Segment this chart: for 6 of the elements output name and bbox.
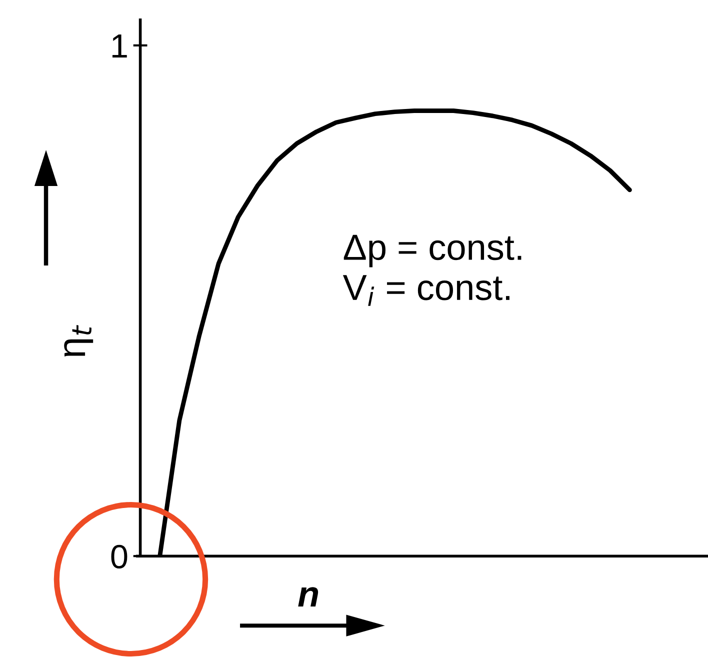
y-axis-title: η$_{t}$ [64,325,94,356]
annotation: V$_{i}$ = const. [342,275,510,306]
annotation: Δp = const. [344,234,522,268]
x-axis-title: n [298,587,318,607]
y-tick-label: 1 [112,34,127,58]
y-tick-label: 0 [111,544,128,568]
